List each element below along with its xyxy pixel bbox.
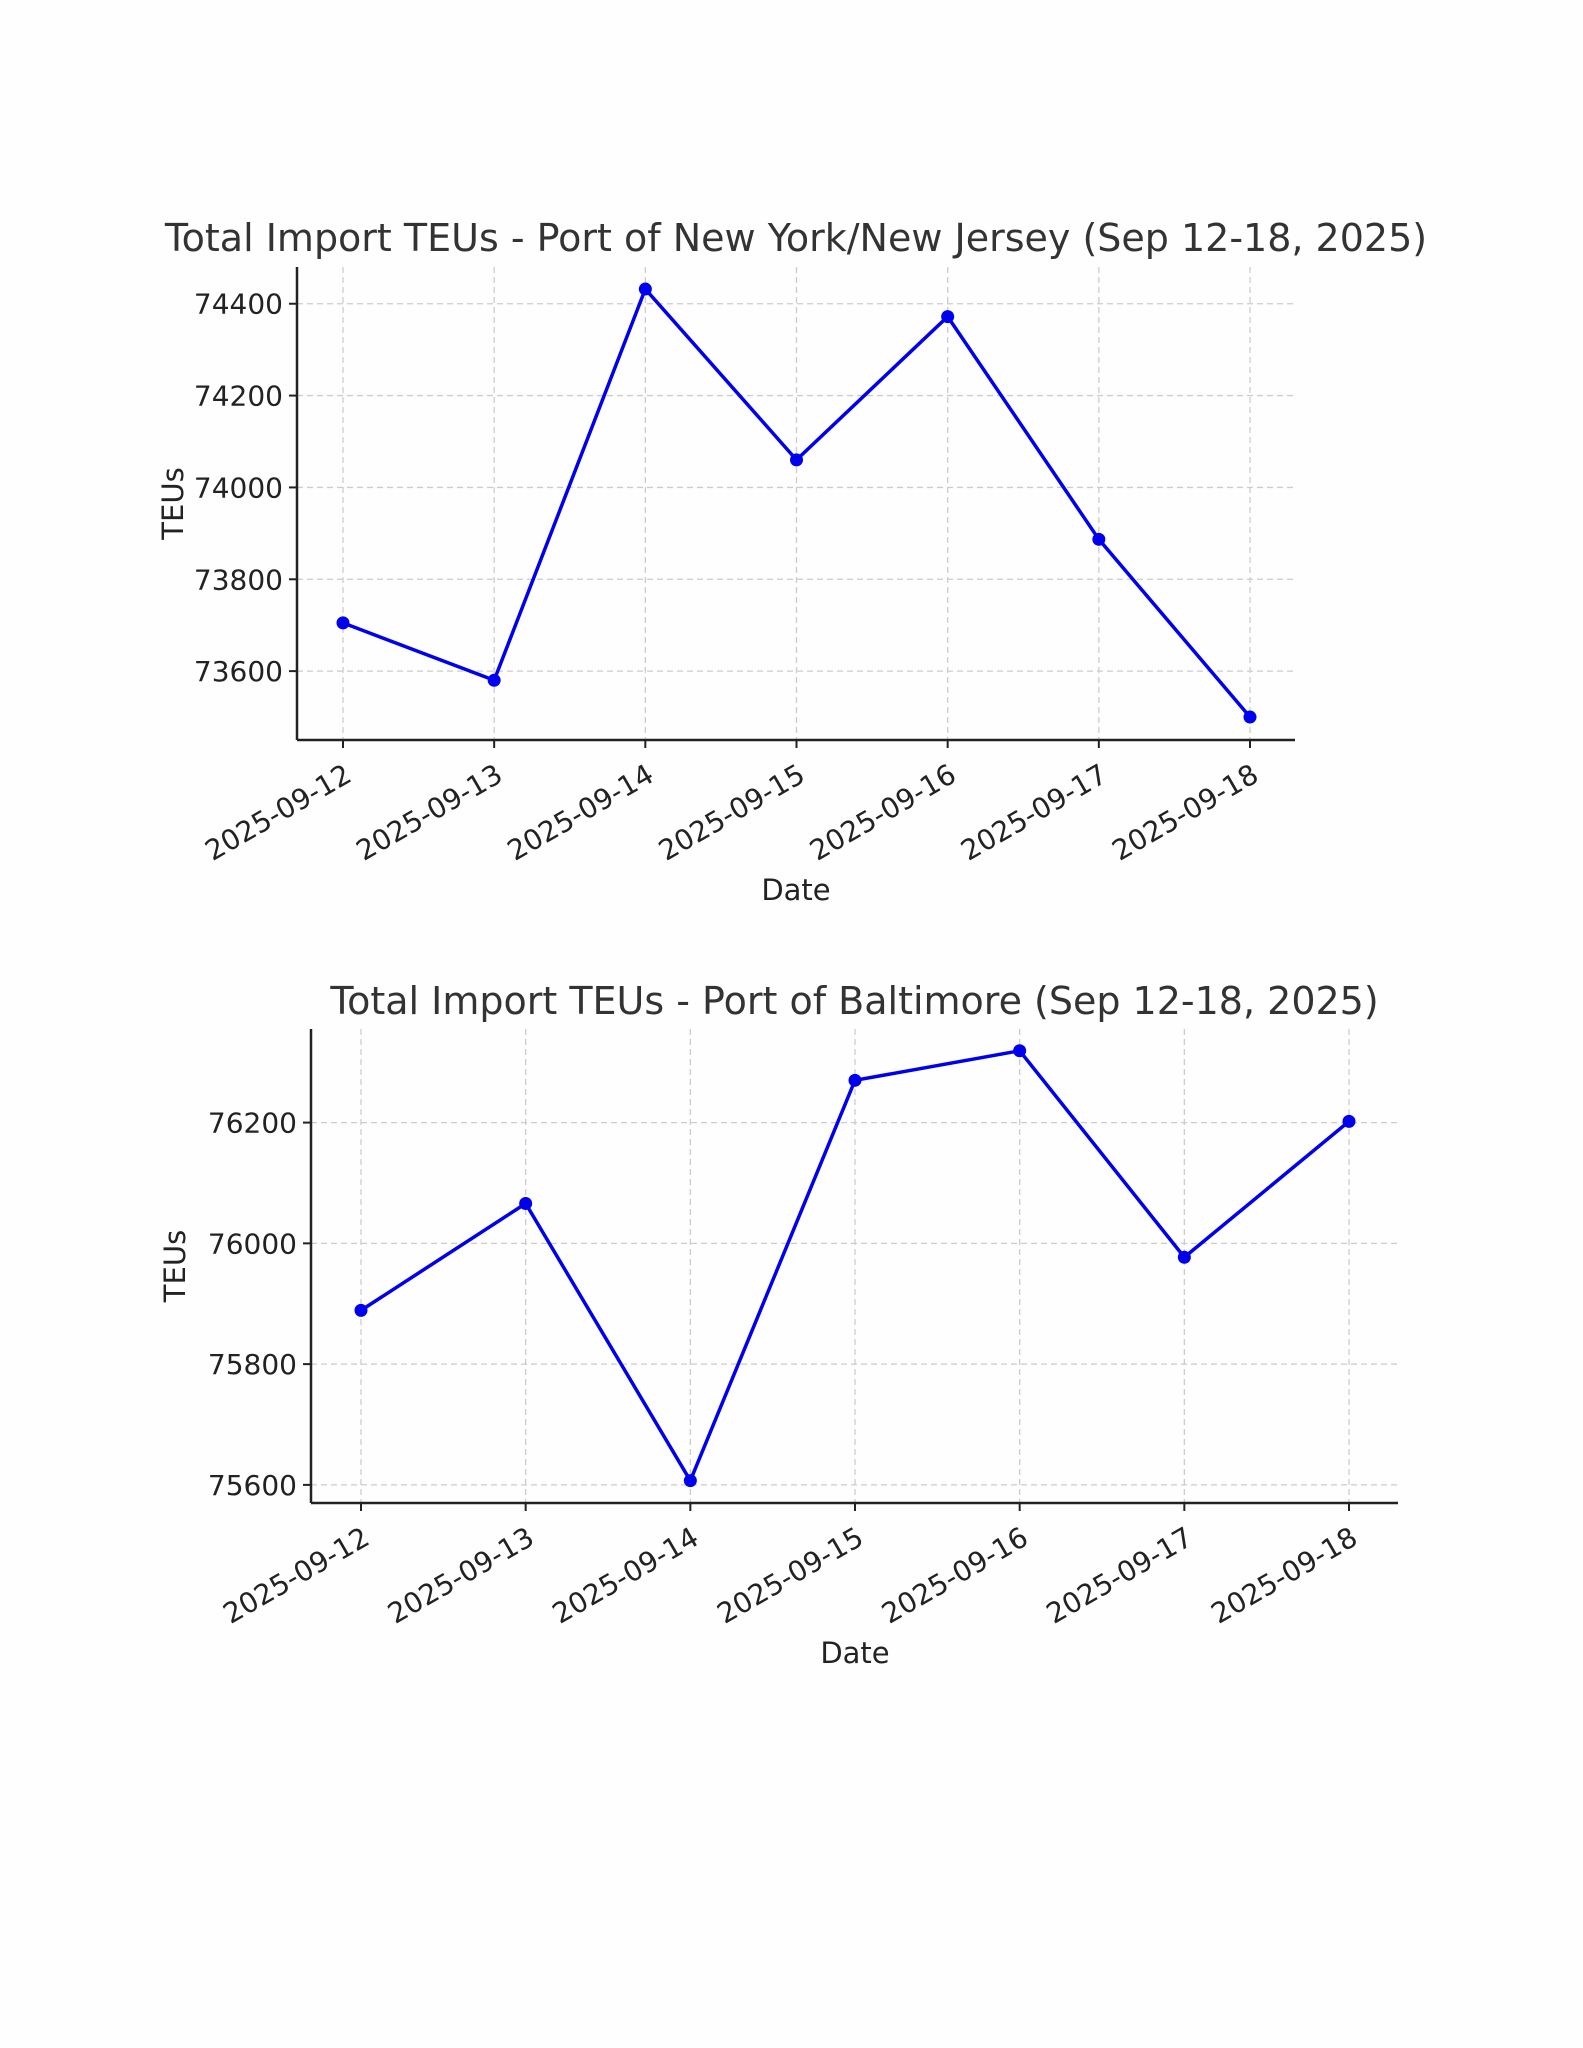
x-axis-label: Date [820,1636,889,1670]
data-point [683,1474,697,1488]
series-line [360,1048,1351,1485]
y-tick-label: 75600 [208,1469,297,1502]
x-tick-label: 2025-09-12 [217,1520,374,1630]
x-tick-label: 2025-09-17 [955,757,1112,867]
data-point [336,616,350,630]
x-tick-label: 2025-09-18 [1106,757,1263,867]
y-tick-label: 74200 [194,380,283,413]
x-tick-label: 2025-09-15 [653,757,810,867]
y-tick-label: 73600 [194,655,283,688]
chart-title: Total Import TEUs - Port of Baltimore (S… [329,979,1378,1023]
data-point [1013,1044,1027,1058]
y-tick-label: 75800 [208,1348,297,1381]
x-axis-label: Date [761,873,830,907]
y-tick-label: 74000 [194,471,283,504]
y-tick-label: 73800 [194,563,283,596]
x-tick-label: 2025-09-16 [804,757,961,867]
x-tick-label: 2025-09-13 [351,757,508,867]
data-point [1092,532,1106,546]
x-tick-label: 2025-09-16 [876,1520,1033,1630]
x-tick-label: 2025-09-12 [199,757,356,867]
x-tick-label: 2025-09-17 [1041,1520,1198,1630]
x-tick-label: 2025-09-18 [1205,1520,1362,1630]
data-point [790,453,803,467]
data-point [638,282,652,296]
y-axis-label: TEUs [156,467,190,540]
data-point [1243,710,1257,724]
x-tick-label: 2025-09-14 [502,757,659,867]
data-point [487,673,501,687]
x-tick-label: 2025-09-13 [382,1520,539,1630]
y-tick-label: 74400 [194,288,283,321]
data-point [848,1073,862,1087]
data-point [519,1197,533,1211]
data-point [941,310,955,324]
y-tick-label: 76000 [208,1227,297,1260]
data-point [1177,1250,1191,1264]
x-tick-label: 2025-09-14 [547,1520,704,1630]
data-point [1342,1114,1356,1128]
x-tick-label: 2025-09-15 [711,1520,868,1630]
y-axis-label: TEUs [158,1230,192,1303]
chart-baltimore: 75600 75800 76000 76200 2025-09-12 2025-09-13… [158,979,1398,1670]
y-tick-label: 76200 [208,1107,297,1140]
chart-new-york-new-jersey: 73600738007400074200744002025-09-122025-… [156,216,1427,907]
chart-title: Total Import TEUs - Port of New York/New… [164,216,1427,260]
data-point [354,1303,368,1317]
